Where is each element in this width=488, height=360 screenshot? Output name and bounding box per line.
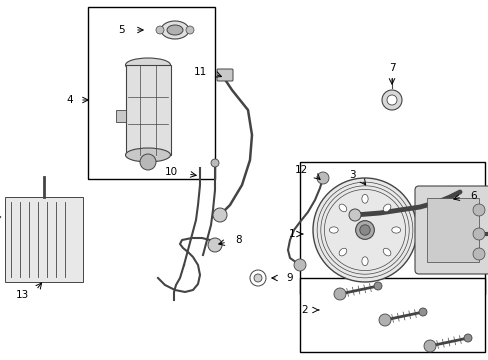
Bar xyxy=(426,198,478,262)
Ellipse shape xyxy=(338,204,346,212)
Bar xyxy=(299,162,484,294)
Text: 10: 10 xyxy=(164,167,178,177)
FancyBboxPatch shape xyxy=(414,186,488,274)
Circle shape xyxy=(316,172,328,184)
Ellipse shape xyxy=(361,194,367,203)
Circle shape xyxy=(156,26,163,34)
Circle shape xyxy=(378,314,390,326)
Ellipse shape xyxy=(383,204,390,212)
FancyBboxPatch shape xyxy=(217,69,232,81)
Circle shape xyxy=(207,238,222,252)
Circle shape xyxy=(140,154,156,170)
Ellipse shape xyxy=(161,21,189,39)
Text: 1: 1 xyxy=(288,229,294,239)
Circle shape xyxy=(381,90,401,110)
Circle shape xyxy=(418,308,426,316)
Text: 13: 13 xyxy=(16,290,29,300)
Circle shape xyxy=(373,282,381,290)
Circle shape xyxy=(348,209,360,221)
Circle shape xyxy=(463,334,471,342)
Ellipse shape xyxy=(391,227,400,233)
Text: 3: 3 xyxy=(348,170,355,180)
Text: 11: 11 xyxy=(193,67,206,77)
Text: 12: 12 xyxy=(294,165,307,175)
Circle shape xyxy=(293,259,305,271)
Circle shape xyxy=(185,26,194,34)
Circle shape xyxy=(472,248,484,260)
Circle shape xyxy=(472,204,484,216)
Circle shape xyxy=(333,288,346,300)
Text: 2: 2 xyxy=(301,305,307,315)
Ellipse shape xyxy=(383,248,390,256)
Bar xyxy=(299,278,484,352)
Circle shape xyxy=(355,221,374,239)
Bar xyxy=(5,197,83,282)
Bar xyxy=(116,110,126,122)
Ellipse shape xyxy=(125,58,170,72)
Text: 5: 5 xyxy=(118,25,125,35)
Circle shape xyxy=(472,228,484,240)
Text: 6: 6 xyxy=(469,191,476,201)
Ellipse shape xyxy=(167,25,183,35)
Ellipse shape xyxy=(361,257,367,266)
Circle shape xyxy=(253,274,262,282)
Circle shape xyxy=(386,95,396,105)
Text: 4: 4 xyxy=(66,95,73,105)
Bar xyxy=(88,7,215,179)
Text: 8: 8 xyxy=(235,235,241,245)
Text: 7: 7 xyxy=(388,63,394,73)
Text: 9: 9 xyxy=(285,273,292,283)
Circle shape xyxy=(210,159,219,167)
Circle shape xyxy=(359,225,369,235)
Ellipse shape xyxy=(125,148,170,162)
Ellipse shape xyxy=(329,227,338,233)
Circle shape xyxy=(312,178,416,282)
Bar xyxy=(126,65,171,155)
Ellipse shape xyxy=(338,248,346,256)
Circle shape xyxy=(423,340,435,352)
Circle shape xyxy=(213,208,226,222)
